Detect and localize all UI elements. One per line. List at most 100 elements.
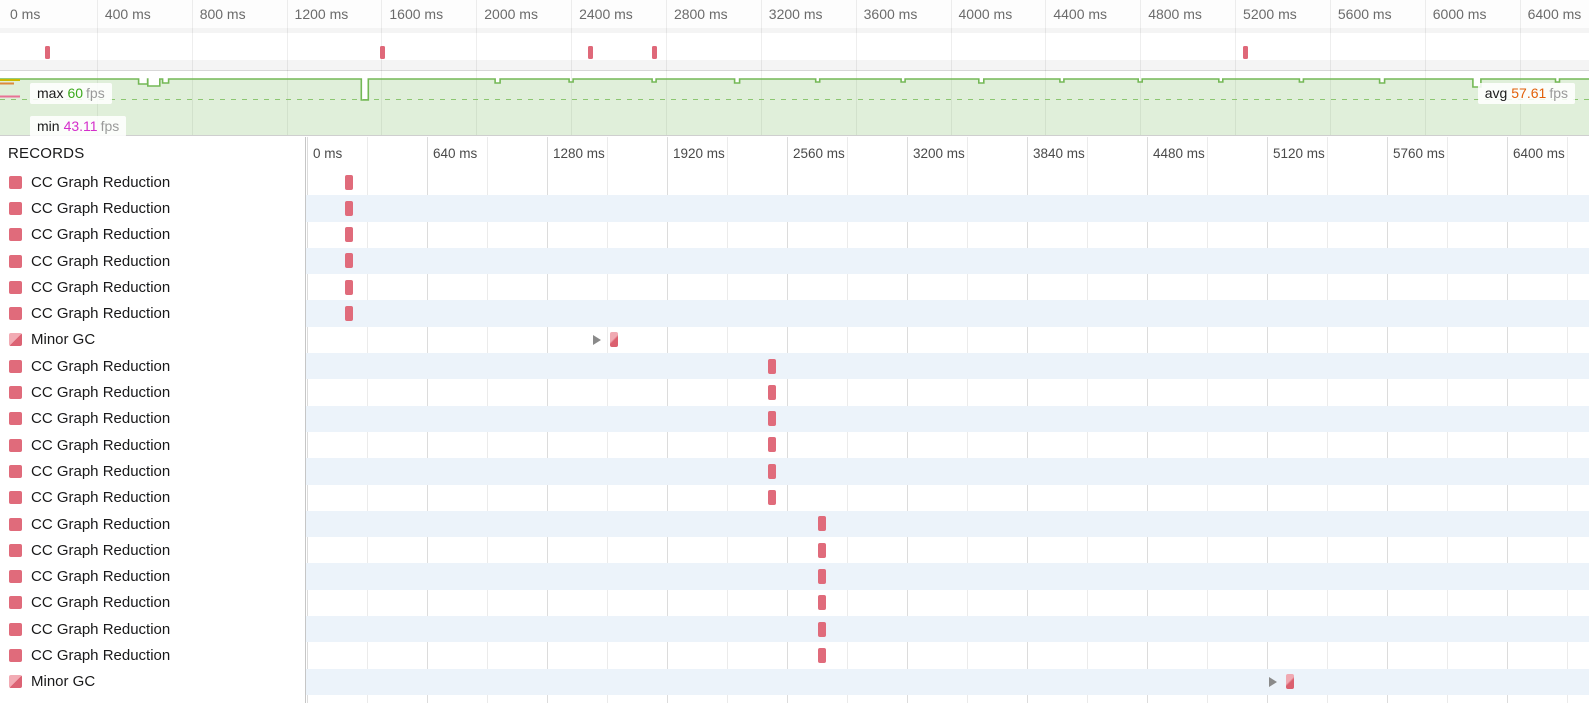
row-stripe [306, 563, 1589, 590]
record-row-cc[interactable]: CC Graph Reduction [0, 405, 1589, 432]
record-label[interactable]: CC Graph Reduction [0, 406, 305, 432]
timeline-marker[interactable] [1285, 674, 1294, 690]
record-label[interactable]: CC Graph Reduction [0, 169, 305, 195]
record-label[interactable]: CC Graph Reduction [0, 458, 305, 484]
timeline-marker[interactable] [768, 384, 777, 400]
timeline-marker[interactable] [344, 200, 353, 216]
row-stripe [306, 353, 1589, 380]
waterfall-tick-label: 3840 ms [1033, 146, 1085, 161]
row-stripe [306, 405, 1589, 432]
record-label[interactable]: Minor GC [0, 669, 305, 695]
record-row-cc[interactable]: CC Graph Reduction [0, 274, 1589, 300]
timeline-overview[interactable]: 0 ms 400 ms 800 ms 1200 ms 1600 ms 2000 ms 240… [0, 0, 1589, 137]
record-row-cc[interactable]: CC Graph Reduction [0, 510, 1589, 538]
record-row-cc[interactable]: CC Graph Reduction [0, 222, 1589, 248]
overview-marker[interactable] [44, 46, 50, 59]
record-label[interactable]: Minor GC [0, 327, 305, 353]
record-row-cc[interactable]: CC Graph Reduction [0, 537, 1589, 563]
record-label[interactable]: CC Graph Reduction [0, 379, 305, 405]
record-row-gc[interactable]: Minor GC [0, 327, 1589, 353]
record-row-cc[interactable]: CC Graph Reduction [0, 563, 1589, 590]
record-label[interactable]: CC Graph Reduction [0, 300, 305, 326]
record-label[interactable]: CC Graph Reduction [0, 511, 305, 537]
record-label[interactable]: CC Graph Reduction [0, 353, 305, 379]
timeline-marker[interactable] [344, 279, 353, 295]
timeline-marker[interactable] [344, 253, 353, 269]
timeline-marker[interactable] [817, 516, 826, 532]
record-name: CC Graph Reduction [31, 620, 171, 638]
overview-marker[interactable] [1242, 46, 1248, 59]
waterfall-tick-label: 1280 ms [553, 146, 605, 161]
timeline-marker[interactable] [768, 490, 777, 506]
record-label[interactable]: CC Graph Reduction [0, 590, 305, 616]
record-row-cc[interactable]: CC Graph Reduction [0, 590, 1589, 616]
overview-band [0, 28, 1589, 33]
record-label[interactable]: CC Graph Reduction [0, 485, 305, 511]
timeline-marker[interactable] [817, 595, 826, 611]
sidebar-divider[interactable] [305, 137, 306, 703]
overview-marker[interactable] [651, 46, 657, 59]
record-name: Minor GC [31, 331, 96, 349]
timeline-marker[interactable] [817, 621, 826, 637]
record-name: CC Graph Reduction [31, 462, 171, 480]
overview-marker[interactable] [587, 46, 593, 59]
ruler-tick-label: 4000 ms [958, 6, 1013, 22]
record-row-cc[interactable]: CC Graph Reduction [0, 353, 1589, 380]
expand-arrow-icon[interactable] [592, 334, 601, 345]
waterfall-tick-label: 3200 ms [913, 146, 965, 161]
timeline-marker[interactable] [344, 227, 353, 243]
ruler-tick-label: 400 ms [104, 6, 151, 22]
record-label[interactable]: CC Graph Reduction [0, 248, 305, 274]
time-ruler: 0 ms 400 ms 800 ms 1200 ms 1600 ms 2000 ms 240… [0, 0, 1589, 28]
record-name: CC Graph Reduction [31, 173, 171, 191]
record-name: CC Graph Reduction [31, 252, 171, 270]
ruler-tick-label: 6000 ms [1432, 6, 1487, 22]
timeline-marker[interactable] [768, 411, 777, 427]
record-label[interactable]: CC Graph Reduction [0, 537, 305, 563]
record-row-cc[interactable]: CC Graph Reduction [0, 432, 1589, 458]
timeline-marker[interactable] [817, 568, 826, 584]
record-label[interactable]: CC Graph Reduction [0, 563, 305, 589]
record-label[interactable]: CC Graph Reduction [0, 195, 305, 221]
ruler-tick-label: 4800 ms [1148, 6, 1202, 22]
expand-arrow-icon[interactable] [1268, 676, 1277, 687]
record-label[interactable]: CC Graph Reduction [0, 274, 305, 300]
record-label[interactable]: CC Graph Reduction [0, 432, 305, 458]
record-row-cc[interactable]: CC Graph Reduction [0, 642, 1589, 668]
overview-marker[interactable] [379, 46, 385, 59]
record-row-cc[interactable]: CC Graph Reduction [0, 169, 1589, 195]
record-label[interactable]: CC Graph Reduction [0, 642, 305, 668]
timeline-marker[interactable] [768, 358, 777, 374]
ruler-tick-label: 3200 ms [768, 6, 823, 22]
timeline-marker[interactable] [817, 647, 826, 663]
waterfall-tick-label: 6400 ms [1513, 146, 1565, 161]
timeline-marker[interactable] [768, 463, 777, 479]
record-row-cc[interactable]: CC Graph Reduction [0, 458, 1589, 485]
record-row-cc[interactable]: CC Graph Reduction [0, 300, 1589, 327]
timeline-marker[interactable] [344, 305, 353, 321]
timeline-marker[interactable] [344, 174, 353, 190]
ruler-gridline [1235, 0, 1237, 136]
timeline-marker[interactable] [768, 437, 777, 453]
record-row-cc[interactable]: CC Graph Reduction [0, 195, 1589, 222]
timeline-marker[interactable] [609, 332, 618, 348]
framerate-graph[interactable]: max 60 fps min 43.11 fps avg 57.61 fps [0, 71, 1589, 137]
record-name: CC Graph Reduction [31, 436, 171, 454]
timeline-marker[interactable] [817, 542, 826, 558]
ruler-gridline [286, 0, 288, 136]
ruler-gridline [1329, 0, 1331, 136]
record-row-gc[interactable]: Minor GC [0, 668, 1589, 695]
record-row-cc[interactable]: CC Graph Reduction [0, 616, 1589, 643]
record-row-cc[interactable]: CC Graph Reduction [0, 485, 1589, 511]
waterfall-tick-label: 5120 ms [1273, 146, 1325, 161]
ruler-gridline [950, 0, 952, 136]
record-label[interactable]: CC Graph Reduction [0, 222, 305, 248]
markers-overview-strip[interactable] [0, 28, 1589, 71]
record-label[interactable]: CC Graph Reduction [0, 616, 305, 642]
record-type-swatch [9, 307, 22, 321]
record-name: CC Graph Reduction [31, 568, 171, 586]
record-row-cc[interactable]: CC Graph Reduction [0, 379, 1589, 405]
record-name: CC Graph Reduction [31, 199, 171, 217]
record-row-cc[interactable]: CC Graph Reduction [0, 247, 1589, 275]
